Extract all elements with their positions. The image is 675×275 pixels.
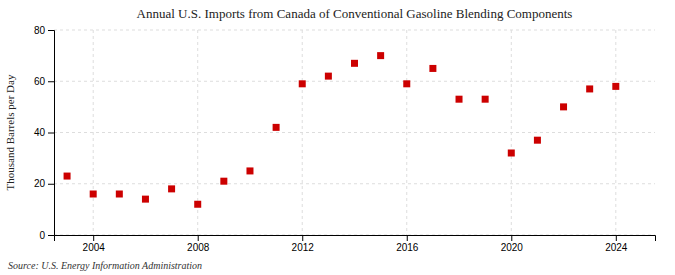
y-grid-line xyxy=(54,183,655,184)
point xyxy=(64,173,71,180)
x-tick-label: 2016 xyxy=(396,242,419,253)
y-tick-mark xyxy=(48,30,54,31)
x-axis: 2004 2008 2012 2016 2020 2024 xyxy=(55,235,656,253)
point xyxy=(299,80,306,87)
y-tick-label: 80 xyxy=(34,25,46,36)
x-tick-mark xyxy=(407,235,408,241)
x-tick: 2024 xyxy=(605,235,628,253)
y-tick: 40 xyxy=(34,127,54,138)
point xyxy=(508,150,515,157)
point xyxy=(351,60,358,67)
title: Annual U.S. Imports from Canada of Conve… xyxy=(137,6,573,21)
x-tick-label: 2004 xyxy=(83,242,106,253)
point xyxy=(142,196,149,203)
points xyxy=(64,52,620,208)
point xyxy=(586,85,593,92)
x-tick-label: 2008 xyxy=(187,242,210,253)
y-tick-mark xyxy=(48,133,54,134)
x-tick-mark xyxy=(198,235,199,241)
x-grid-line xyxy=(615,30,616,235)
x-axis-line xyxy=(55,236,656,242)
chart: 2004 2008 2012 2016 2020 2024 0 20 40 60 80 Annual … xyxy=(0,0,675,275)
y-tick: 20 xyxy=(34,178,54,189)
y-grid-line xyxy=(54,132,655,133)
point xyxy=(90,191,97,198)
x-grid-line xyxy=(511,30,512,235)
y-grid-line xyxy=(54,30,655,31)
x-tick-mark xyxy=(511,235,512,241)
point xyxy=(612,83,619,90)
x-tick: 2016 xyxy=(396,235,419,253)
x-tick-label: 2020 xyxy=(501,242,524,253)
x-tick: 2004 xyxy=(83,235,106,253)
x-tick: 2012 xyxy=(292,235,315,253)
point xyxy=(220,178,227,185)
point xyxy=(560,103,567,110)
point xyxy=(377,52,384,59)
point xyxy=(429,65,436,72)
point xyxy=(116,191,123,198)
x-tick-mark xyxy=(302,235,303,241)
x-tick: 2008 xyxy=(187,235,210,253)
y-tick-label: 0 xyxy=(39,230,45,241)
x-tick-label: 2024 xyxy=(605,242,628,253)
y-tick-mark xyxy=(48,184,54,185)
x-tick-label: 2012 xyxy=(292,242,315,253)
x-grid-line xyxy=(93,30,94,235)
point xyxy=(273,124,280,131)
point xyxy=(246,167,253,174)
x-tick: 2020 xyxy=(501,235,524,253)
plot: 2004 2008 2012 2016 2020 2024 0 20 40 60 80 xyxy=(34,25,656,253)
y-tick-label: 20 xyxy=(34,178,46,189)
x-tick-mark xyxy=(93,235,94,241)
point xyxy=(534,137,541,144)
point xyxy=(168,185,175,192)
y-tick-mark xyxy=(48,81,54,82)
point xyxy=(482,96,489,103)
y-axis-line xyxy=(48,31,55,236)
point xyxy=(194,201,201,208)
y-axis-title: Thousand Barrels per Day xyxy=(4,74,16,190)
x-grid-line xyxy=(406,30,407,235)
y-tick-label: 40 xyxy=(34,127,46,138)
y-tick: 60 xyxy=(34,76,54,87)
y-tick: 80 xyxy=(34,25,54,36)
grid xyxy=(54,30,655,235)
y-tick-mark xyxy=(48,235,54,236)
y-grid-line xyxy=(54,81,655,82)
y-tick-label: 60 xyxy=(34,76,46,87)
x-grid-line xyxy=(302,30,303,235)
x-tick-mark xyxy=(616,235,617,241)
y-axis: 0 20 40 60 80 xyxy=(34,25,55,241)
source-note: Source: U.S. Energy Information Administ… xyxy=(8,260,202,271)
point xyxy=(403,80,410,87)
point xyxy=(325,73,332,80)
point xyxy=(456,96,463,103)
y-tick: 0 xyxy=(39,230,54,241)
